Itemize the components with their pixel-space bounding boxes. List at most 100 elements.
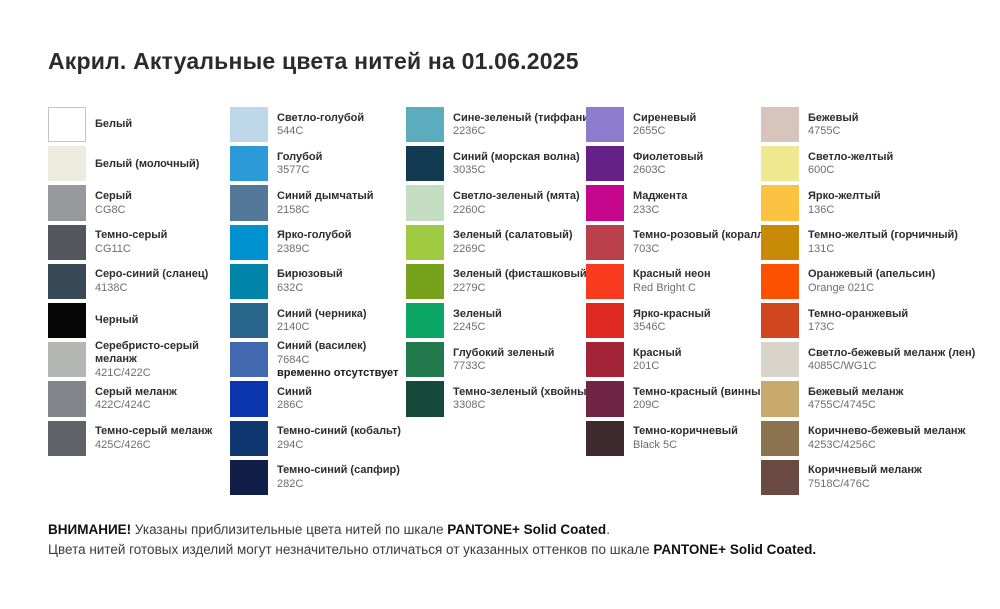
- color-row: Синий (черника) 2140C: [230, 302, 406, 339]
- color-label: Темно-коричневый Black 5C: [633, 425, 738, 451]
- footer-line-1-text: Указаны приблизительные цвета нитей по ш…: [131, 522, 448, 537]
- color-row: Темно-красный (винный) 209C: [586, 381, 771, 417]
- color-column-1: Белый Белый (молочный) Серый CG8C Темно-серы…: [48, 107, 230, 460]
- color-swatch: [586, 107, 624, 143]
- color-swatch: [761, 420, 799, 456]
- color-label: Ярко-голубой 2389C: [277, 229, 352, 255]
- color-label: Темно-синий (сапфир) 282C: [277, 464, 400, 490]
- color-swatch: [761, 224, 799, 260]
- color-name: Серебристо-серый меланж: [95, 340, 199, 366]
- color-label: Темно-серый CG11C: [95, 229, 167, 255]
- footer-attention-label: ВНИМАНИЕ!: [48, 522, 132, 537]
- color-label: Темно-желтый (горчичный) 131C: [808, 229, 958, 255]
- pantone-code: 7733C: [453, 360, 486, 373]
- color-label: Серо-синий (сланец) 4138C: [95, 268, 208, 294]
- color-column-3: Сине-зеленый (тиффани) 2236C Синий (морска…: [406, 107, 597, 421]
- color-name: Бежевый меланж: [808, 385, 904, 398]
- pantone-code: 131C: [808, 242, 835, 255]
- color-row: Светло-бежевый меланж (лен) 4085C/WG1C: [761, 342, 975, 378]
- color-name: Сине-зеленый (тиффани): [453, 111, 593, 124]
- pantone-code: CG11C: [95, 242, 131, 255]
- pantone-code: Black 5C: [633, 438, 678, 451]
- color-swatch: [230, 185, 268, 221]
- color-swatch: [230, 342, 268, 378]
- pantone-code: Red Bright C: [633, 281, 696, 294]
- color-swatch: [586, 420, 624, 456]
- color-name: Глубокий зеленый: [453, 346, 555, 359]
- pantone-code: 3546C: [633, 321, 666, 334]
- color-swatch: [586, 146, 624, 182]
- color-label: Синий 286C: [277, 386, 312, 412]
- color-column-5: Бежевый 4755C Светло-желтый 600C Ярко-желтый…: [761, 107, 975, 499]
- color-name: Темно-коричневый: [633, 425, 738, 438]
- color-name: Сиреневый: [633, 111, 697, 124]
- color-row: Темно-серый CG11C: [48, 224, 230, 260]
- color-name: Фиолетовый: [633, 150, 704, 163]
- color-name: Ярко-красный: [633, 307, 711, 320]
- color-row: Глубокий зеленый 7733C: [406, 342, 586, 378]
- pantone-code: 703C: [633, 242, 660, 255]
- color-name: Красный: [633, 346, 682, 359]
- pantone-code: 7518C/476C: [808, 477, 870, 490]
- color-label: Зеленый 2245C: [453, 308, 502, 334]
- color-label: Синий (василек) 7684C временно отсутствует: [277, 340, 398, 379]
- footer-line-1: ВНИМАНИЕ! Указаны приблизительные цвета …: [48, 520, 816, 540]
- pantone-code: 2236C: [453, 125, 486, 138]
- color-swatch: [230, 420, 268, 456]
- color-label: Оранжевый (апельсин) Orange 021C: [808, 268, 935, 294]
- color-row: Темно-синий (кобальт) 294C: [230, 420, 406, 456]
- color-swatch: [586, 381, 624, 417]
- color-row: Зеленый (фисташковый) 2279C: [406, 263, 590, 300]
- pantone-code: 544C: [277, 125, 304, 138]
- color-row: Сине-зеленый (тиффани) 2236C: [406, 107, 593, 143]
- color-name: Зеленый: [453, 307, 502, 320]
- color-name: Синий дымчатый: [277, 189, 374, 202]
- pantone-code: 2279C: [453, 281, 486, 294]
- color-name: Бирюзовый: [277, 268, 343, 281]
- color-row: Темно-оранжевый 173C: [761, 302, 966, 339]
- color-name: Белый: [95, 118, 133, 131]
- color-row: Ярко-желтый 136C: [761, 185, 966, 221]
- color-swatch: [406, 107, 444, 143]
- color-swatch: [48, 146, 86, 182]
- color-label: Черный: [95, 314, 138, 327]
- color-name: Бежевый: [808, 111, 859, 124]
- color-name: Серо-синий (сланец): [95, 268, 209, 281]
- color-swatch: [761, 146, 799, 182]
- color-row: Сиреневый 2655C: [586, 107, 761, 143]
- color-label: Маджента 233C: [633, 190, 687, 216]
- color-swatch: [48, 107, 86, 143]
- footer-line-2: Цвета нитей готовых изделий могут незнач…: [48, 540, 816, 560]
- color-label: Светло-голубой 544C: [277, 112, 364, 138]
- color-label: Темно-красный (винный) 209C: [633, 386, 771, 412]
- color-row: Темно-зеленый (хвойный) 3308C: [406, 381, 597, 417]
- color-label: Ярко-красный 3546C: [633, 308, 711, 334]
- color-row: Бежевый 4755C: [761, 107, 966, 143]
- color-label: Белый (молочный): [95, 158, 199, 171]
- pantone-code: 4085C/WG1C: [808, 360, 877, 373]
- pantone-code: 422C/424C: [95, 399, 151, 412]
- color-row: Бирюзовый 632C: [230, 263, 406, 300]
- color-name: Темно-розовый (коралл): [633, 229, 768, 242]
- color-label: Темно-зеленый (хвойный) 3308C: [453, 386, 597, 412]
- color-label: Светло-бежевый меланж (лен) 4085C/WG1C: [808, 347, 975, 373]
- color-label: Серый меланж 422C/424C: [95, 386, 177, 412]
- pantone-code: 282C: [277, 477, 304, 490]
- color-swatch: [48, 302, 86, 339]
- color-row: Светло-желтый 600C: [761, 146, 966, 182]
- color-row: Темно-коричневый Black 5C: [586, 420, 761, 456]
- color-label: Сиреневый 2655C: [633, 112, 696, 138]
- color-label: Светло-зеленый (мята) 2260C: [453, 190, 580, 216]
- color-swatch: [230, 224, 268, 260]
- footer-note: ВНИМАНИЕ! Указаны приблизительные цвета …: [48, 520, 816, 559]
- color-name: Светло-желтый: [808, 150, 894, 163]
- pantone-code: 3577C: [277, 164, 310, 177]
- color-swatch: [48, 381, 86, 417]
- color-swatch: [406, 224, 444, 260]
- color-label: Светло-желтый 600C: [808, 151, 893, 177]
- pantone-code: 4138C: [95, 281, 128, 294]
- color-name: Синий: [277, 385, 312, 398]
- pantone-code: 4755C/4745C: [808, 399, 876, 412]
- color-name: Оранжевый (апельсин): [808, 268, 936, 281]
- color-swatch: [406, 263, 444, 300]
